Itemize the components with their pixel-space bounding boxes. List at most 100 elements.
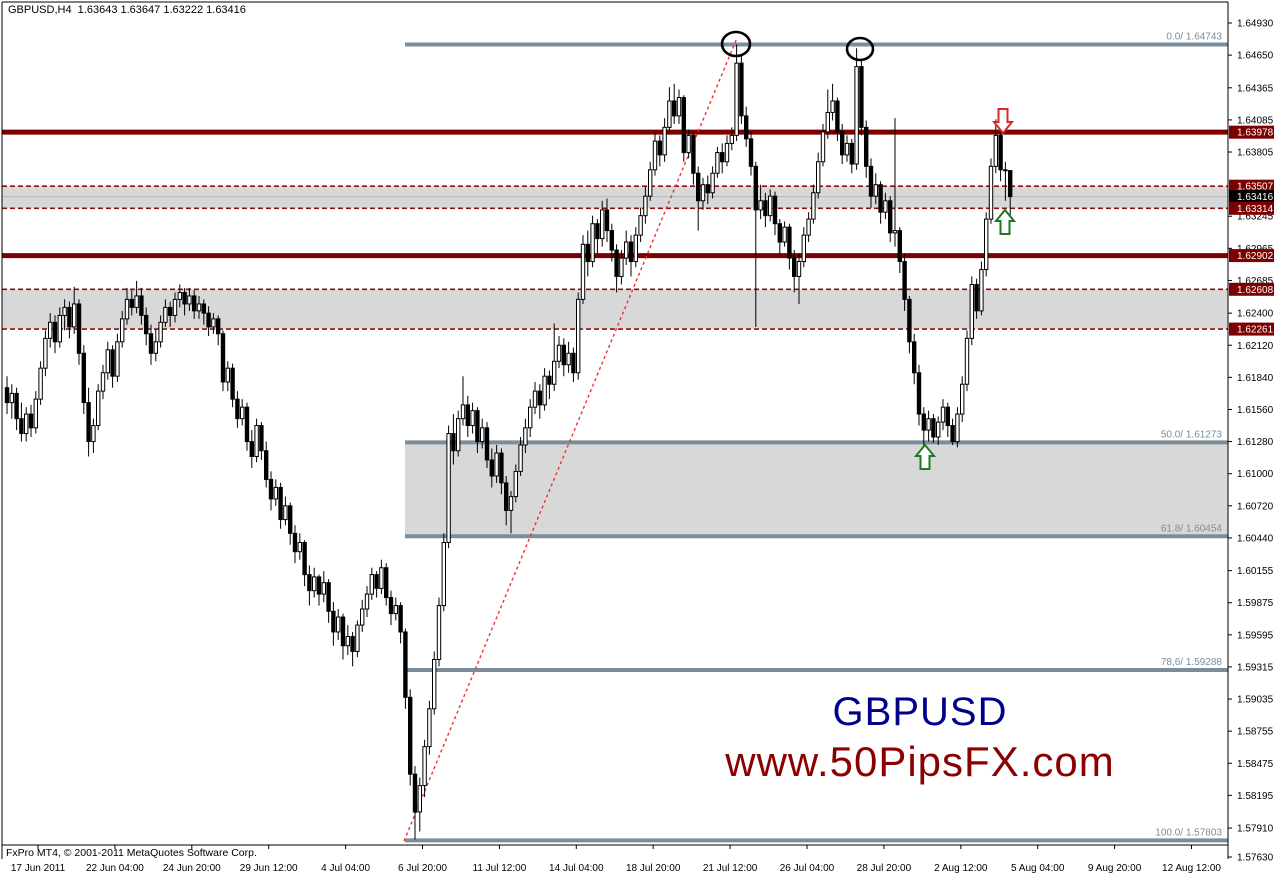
candle-body [542, 375, 547, 406]
candle-body [950, 425, 955, 443]
candle-body [931, 418, 936, 438]
candle-body [993, 134, 998, 167]
candle-body [878, 184, 883, 213]
price-level-badge [1229, 179, 1274, 193]
candle-body [230, 367, 235, 400]
x-axis-label: 29 Jun 12:00 [240, 863, 298, 874]
candle-body [153, 341, 159, 354]
candle-body [964, 337, 970, 385]
candle-body [518, 444, 523, 472]
candle-body [840, 131, 845, 156]
buy-signal-arrow-icon [913, 443, 937, 470]
candle-body [110, 349, 115, 377]
price-badge-label: 1.63978 [1237, 128, 1274, 139]
candle-body [892, 230, 898, 234]
candle-body [235, 398, 240, 420]
candle-body [508, 496, 514, 511]
candle-body [326, 582, 331, 612]
candle-body [974, 283, 979, 312]
candle-body [806, 218, 811, 236]
candle-body [96, 390, 101, 427]
candle-body [297, 542, 303, 553]
price-badge-label: 1.63416 [1237, 192, 1274, 203]
chart-title: GBPUSD,H4 1.63643 1.63647 1.63222 1.6341… [8, 4, 246, 16]
candle-body [552, 360, 557, 385]
candle-body [720, 152, 725, 163]
candle-body [302, 542, 307, 576]
candle-body [494, 452, 499, 477]
candle-body [470, 410, 475, 427]
candle-body [700, 184, 706, 202]
sell-signal-arrow-icon [991, 108, 1015, 135]
y-axis-label: 1.57630 [1237, 853, 1274, 864]
candle-body [331, 610, 336, 633]
candle-body [206, 312, 211, 328]
candle-body [643, 195, 648, 217]
candle-body [936, 421, 941, 438]
x-axis-label: 24 Jun 20:00 [163, 863, 221, 874]
candle-body [528, 406, 533, 429]
candle-body [91, 425, 96, 443]
candle-body [576, 298, 581, 374]
candle-body [868, 165, 874, 197]
candle-body [292, 532, 298, 553]
candle-body [907, 298, 912, 343]
candle-body [211, 318, 216, 328]
y-axis-label: 1.61280 [1237, 437, 1274, 448]
candle-body [912, 341, 917, 374]
candle-body [772, 195, 778, 225]
candle-body [187, 295, 192, 305]
candle-body [681, 97, 686, 154]
price-badge-label: 1.62902 [1237, 251, 1274, 262]
y-axis-label: 1.57910 [1237, 824, 1274, 835]
price-badge-label: 1.62261 [1237, 325, 1274, 336]
candle-body [547, 375, 552, 385]
y-axis-label: 1.58195 [1237, 791, 1274, 802]
candle-body [652, 140, 658, 171]
candle-body [312, 576, 317, 592]
candle-body [278, 486, 283, 521]
candle-body [873, 184, 878, 197]
candle-body [72, 303, 77, 328]
candle-body [465, 404, 471, 427]
candle-body [489, 459, 495, 477]
candle-body [811, 192, 816, 220]
candle-body [182, 291, 187, 305]
candle-body [220, 333, 226, 383]
fib-level-label: 0.0/ 1.64743 [1166, 31, 1222, 42]
candle-body [460, 404, 466, 420]
y-axis-label: 1.59875 [1237, 598, 1274, 609]
candle-body [499, 452, 504, 484]
candle-body [120, 318, 125, 343]
candle-body [148, 333, 154, 354]
candle-body [600, 209, 605, 240]
candle-body [427, 708, 432, 748]
candle-body [739, 62, 744, 117]
candle-body [580, 243, 586, 300]
candle-body [432, 658, 437, 710]
candle-body [816, 161, 821, 194]
price-badge-label: 1.62608 [1237, 285, 1274, 296]
candle-body [830, 100, 835, 113]
candle-body [254, 425, 259, 457]
y-axis-label: 1.60155 [1237, 566, 1274, 577]
candle-body [52, 321, 58, 343]
candle-body [926, 418, 931, 431]
y-axis-label: 1.64930 [1237, 19, 1274, 30]
candle-body [638, 215, 643, 236]
fib-zone-band [405, 442, 1228, 537]
candle-body [446, 433, 451, 544]
candle-body [820, 131, 826, 163]
y-axis-label: 1.59595 [1237, 630, 1274, 641]
candle-body [33, 398, 38, 429]
y-axis-label: 1.58755 [1237, 727, 1274, 738]
candle-body [67, 306, 72, 328]
candle-body [561, 344, 566, 366]
candle-body [657, 140, 662, 156]
y-axis-label: 1.63805 [1237, 148, 1274, 159]
top-circle-annotation [845, 36, 875, 62]
x-axis-label: 4 Jul 04:00 [321, 863, 370, 874]
candle-body [595, 223, 600, 240]
